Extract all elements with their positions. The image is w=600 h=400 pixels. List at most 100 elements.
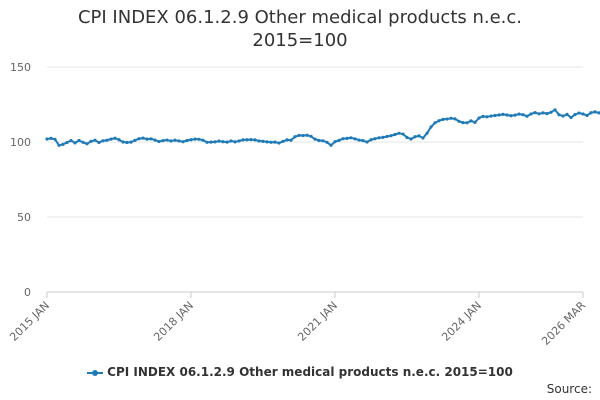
data-point xyxy=(361,139,365,143)
data-point xyxy=(357,138,361,142)
data-point xyxy=(261,139,265,143)
data-point xyxy=(85,142,89,146)
data-point xyxy=(373,137,377,141)
data-point xyxy=(145,137,149,141)
data-point xyxy=(69,139,73,143)
data-point xyxy=(121,140,125,144)
data-point xyxy=(333,140,337,144)
data-point xyxy=(53,137,57,141)
data-point xyxy=(417,134,421,138)
data-point xyxy=(549,110,553,114)
data-point xyxy=(193,137,197,141)
data-point xyxy=(153,138,157,142)
data-point xyxy=(281,139,285,143)
data-point xyxy=(165,138,169,142)
data-point xyxy=(437,119,441,123)
data-point xyxy=(569,115,573,120)
data-point xyxy=(313,137,317,141)
data-point xyxy=(505,113,509,117)
data-point xyxy=(337,138,341,142)
data-point xyxy=(425,131,429,135)
data-point xyxy=(561,114,565,118)
data-point xyxy=(529,112,533,116)
y-tick-label: 100 xyxy=(10,136,31,149)
data-point xyxy=(321,139,325,143)
data-point xyxy=(441,117,445,121)
data-point xyxy=(273,140,277,144)
data-point xyxy=(289,138,293,142)
data-point xyxy=(113,136,117,140)
data-point xyxy=(553,108,557,112)
data-point xyxy=(45,137,49,141)
data-point xyxy=(285,138,289,142)
data-point xyxy=(525,114,529,118)
data-point xyxy=(541,111,545,115)
source-label: Source: xyxy=(546,382,592,396)
data-point xyxy=(141,136,145,140)
data-point xyxy=(497,113,501,117)
data-point xyxy=(217,139,221,143)
data-point xyxy=(405,135,409,140)
data-point xyxy=(297,133,301,137)
data-point xyxy=(253,138,257,142)
data-point xyxy=(465,121,469,125)
data-point xyxy=(169,139,173,143)
chart-title: CPI INDEX 06.1.2.9 Other medical product… xyxy=(0,6,600,52)
data-point xyxy=(429,125,433,129)
data-point xyxy=(137,137,141,141)
data-point xyxy=(213,140,217,144)
data-point xyxy=(249,138,253,142)
data-point xyxy=(57,143,61,147)
data-point xyxy=(557,113,561,117)
y-tick-label: 150 xyxy=(10,61,31,74)
data-point xyxy=(573,112,577,117)
data-point xyxy=(233,140,237,144)
data-point xyxy=(73,141,77,145)
x-tick-label: 2021 JAN xyxy=(295,299,340,344)
data-point xyxy=(365,140,369,144)
data-point xyxy=(117,138,121,142)
chart-legend[interactable]: CPI INDEX 06.1.2.9 Other medical product… xyxy=(0,365,600,379)
data-point xyxy=(65,140,69,145)
data-point xyxy=(329,143,333,147)
data-point xyxy=(413,135,417,139)
y-tick-label: 50 xyxy=(17,211,31,224)
data-point xyxy=(577,111,581,115)
series-group xyxy=(45,108,600,147)
data-point xyxy=(109,137,113,141)
chart-title-line-2: 2015=100 xyxy=(252,30,348,51)
x-tick-label: 2026 MAR xyxy=(539,299,588,348)
data-point xyxy=(265,140,269,144)
data-point xyxy=(157,139,161,144)
data-point xyxy=(241,138,245,142)
data-point xyxy=(353,137,357,141)
data-point xyxy=(225,140,229,144)
data-point xyxy=(89,139,93,143)
data-point xyxy=(485,115,489,119)
data-point xyxy=(309,134,313,138)
data-point xyxy=(393,132,397,137)
data-point xyxy=(445,117,449,121)
x-axis: 2015 JAN 2018 JAN 2021 JAN 2024 JAN 2026 MAR xyxy=(7,292,588,348)
data-point xyxy=(461,121,465,125)
data-point xyxy=(513,113,517,117)
data-point xyxy=(277,141,281,145)
data-point xyxy=(489,114,493,118)
data-point xyxy=(269,140,273,144)
data-point xyxy=(477,116,481,120)
data-point xyxy=(493,113,497,118)
data-point xyxy=(229,139,233,143)
data-point xyxy=(49,136,53,140)
data-point xyxy=(537,112,541,116)
y-tick-label: 0 xyxy=(24,286,31,299)
data-point xyxy=(101,139,105,143)
data-point xyxy=(481,114,485,118)
data-point xyxy=(449,116,453,120)
data-point xyxy=(173,138,177,142)
data-point xyxy=(389,134,393,138)
data-point xyxy=(161,139,165,143)
data-point xyxy=(149,137,153,141)
data-point xyxy=(177,139,181,143)
data-point xyxy=(385,134,389,139)
